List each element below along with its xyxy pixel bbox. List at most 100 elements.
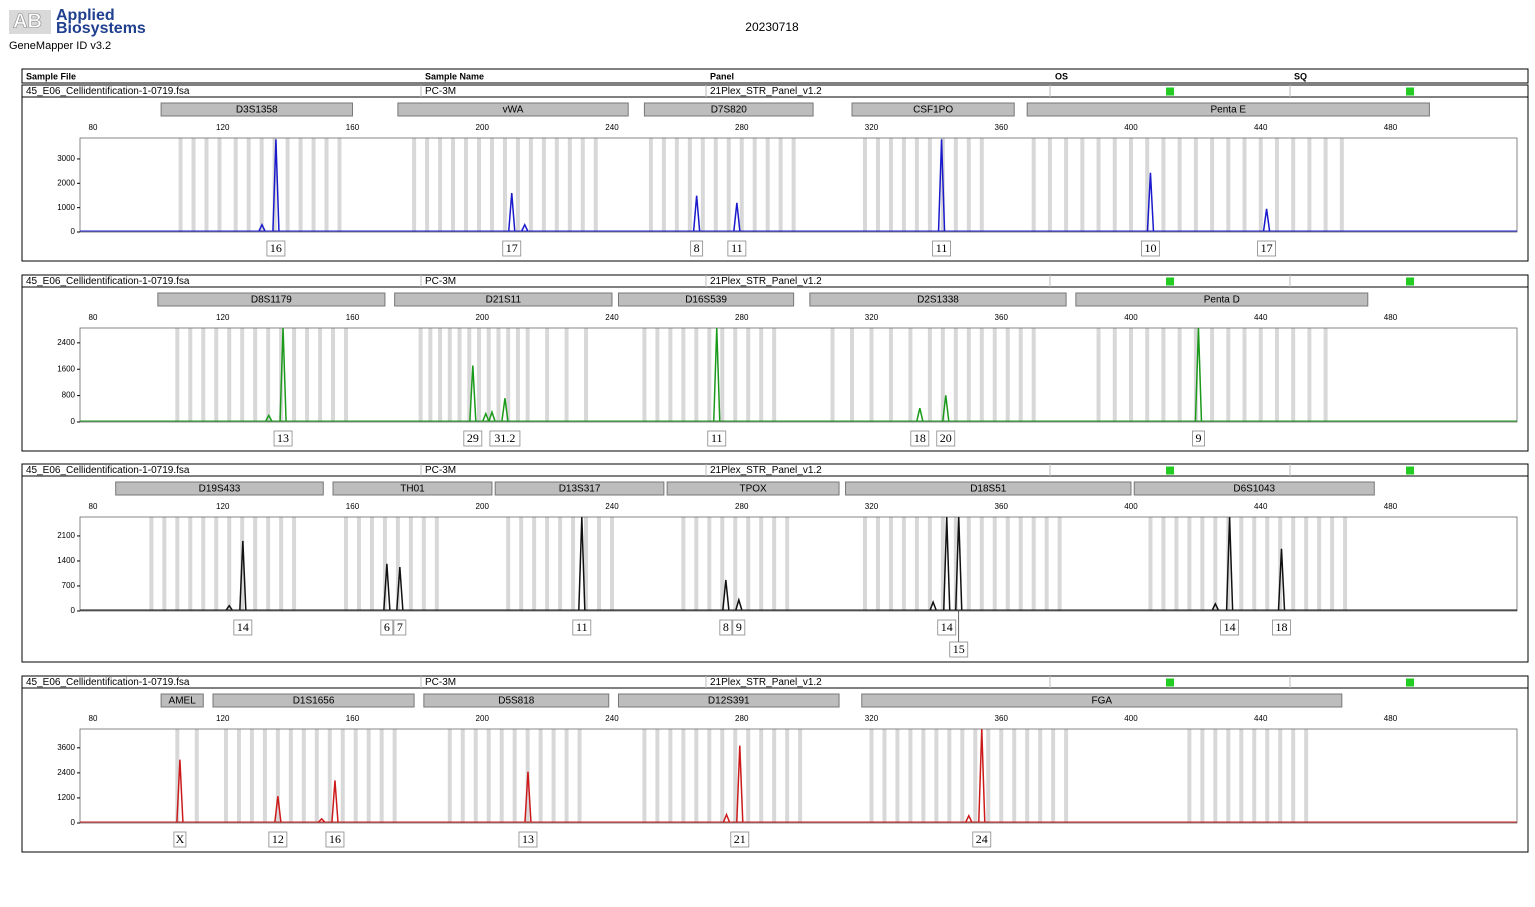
locus-bar: [494, 481, 665, 496]
allele-label: 7: [397, 620, 403, 634]
bin: [1064, 729, 1069, 823]
y-tick-label: 1200: [57, 793, 75, 802]
locus-name: D1S1656: [293, 696, 335, 707]
status-ok: [1166, 277, 1174, 286]
bin: [1278, 729, 1283, 823]
bin: [953, 138, 958, 232]
bin: [343, 517, 348, 611]
bin: [986, 729, 991, 823]
bin: [337, 138, 342, 232]
sample-name: PC-3M: [425, 677, 456, 688]
bin: [1226, 328, 1231, 422]
bin: [496, 328, 501, 422]
bin: [392, 729, 397, 823]
bin: [908, 328, 913, 422]
peak: [396, 566, 404, 611]
bin: [246, 138, 251, 232]
bin: [473, 729, 478, 823]
bin: [457, 328, 462, 422]
bin: [785, 517, 790, 611]
x-tick-label: 200: [476, 714, 490, 723]
bin: [486, 328, 491, 422]
bin: [447, 729, 452, 823]
bin: [324, 138, 329, 232]
logo-letters: AB: [13, 10, 42, 32]
allele-box: [463, 430, 483, 447]
bin: [1252, 517, 1257, 611]
bin: [668, 328, 673, 422]
bin: [486, 729, 491, 823]
bin: [214, 328, 219, 422]
bin: [1193, 328, 1198, 422]
locus-name: D3S1358: [236, 105, 278, 116]
locus-name: D19S433: [199, 484, 241, 495]
bin: [927, 138, 932, 232]
bin: [233, 138, 238, 232]
bin: [506, 328, 511, 422]
locus-name: D21S11: [486, 295, 522, 306]
bin: [1200, 729, 1205, 823]
bin: [648, 138, 653, 232]
bin: [609, 517, 614, 611]
bin: [681, 729, 686, 823]
peak: [978, 728, 986, 823]
allele-box: [572, 619, 592, 636]
bin: [408, 517, 413, 611]
bin: [1323, 138, 1328, 232]
bin: [528, 138, 533, 232]
bin: [720, 328, 725, 422]
peak: [1146, 172, 1155, 232]
bin: [1012, 729, 1017, 823]
bin: [175, 729, 180, 823]
bin: [584, 517, 589, 611]
bin: [1291, 517, 1296, 611]
x-tick-label: 480: [1384, 313, 1398, 322]
plot-frame: [79, 137, 1518, 233]
column-header: Sample File: [26, 71, 76, 81]
x-tick-label: 240: [605, 313, 619, 322]
column-header: SQ: [1294, 71, 1307, 81]
bin: [418, 328, 423, 422]
peak: [274, 796, 282, 823]
bin: [1174, 517, 1179, 611]
y-tick-label: 800: [62, 391, 76, 400]
bin: [554, 138, 559, 232]
bin: [765, 138, 770, 232]
bin: [217, 138, 222, 232]
bin: [318, 328, 323, 422]
bin: [1145, 328, 1150, 422]
locus-name: D2S1338: [917, 295, 959, 306]
bin: [1210, 328, 1215, 422]
allele-label: 14: [1224, 620, 1236, 634]
bin: [869, 729, 874, 823]
bin: [298, 138, 303, 232]
locus-bar: [160, 102, 353, 117]
peak: [521, 222, 529, 232]
x-tick-label: 280: [735, 313, 749, 322]
allele-box: [727, 240, 747, 257]
bin: [1128, 138, 1133, 232]
x-tick-label: 480: [1384, 714, 1398, 723]
bin: [960, 729, 965, 823]
bin: [1291, 138, 1296, 232]
bin: [266, 328, 271, 422]
locus-name: D6S1043: [1233, 484, 1275, 495]
bin: [311, 138, 316, 232]
locus-bar: [845, 481, 1132, 496]
x-tick-label: 80: [89, 123, 98, 132]
allele-label: 20: [940, 431, 952, 445]
allele-box: [489, 430, 521, 447]
bin: [194, 729, 199, 823]
bin: [227, 517, 232, 611]
bin: [1112, 138, 1117, 232]
bin: [733, 729, 738, 823]
allele-box: [730, 831, 750, 848]
logo-line1: Applied: [56, 7, 115, 24]
bin: [1096, 138, 1101, 232]
bin: [541, 138, 546, 232]
allele-box: [949, 641, 969, 658]
bin: [214, 517, 219, 611]
bin: [1187, 517, 1192, 611]
bin: [201, 517, 206, 611]
bin: [830, 328, 835, 422]
